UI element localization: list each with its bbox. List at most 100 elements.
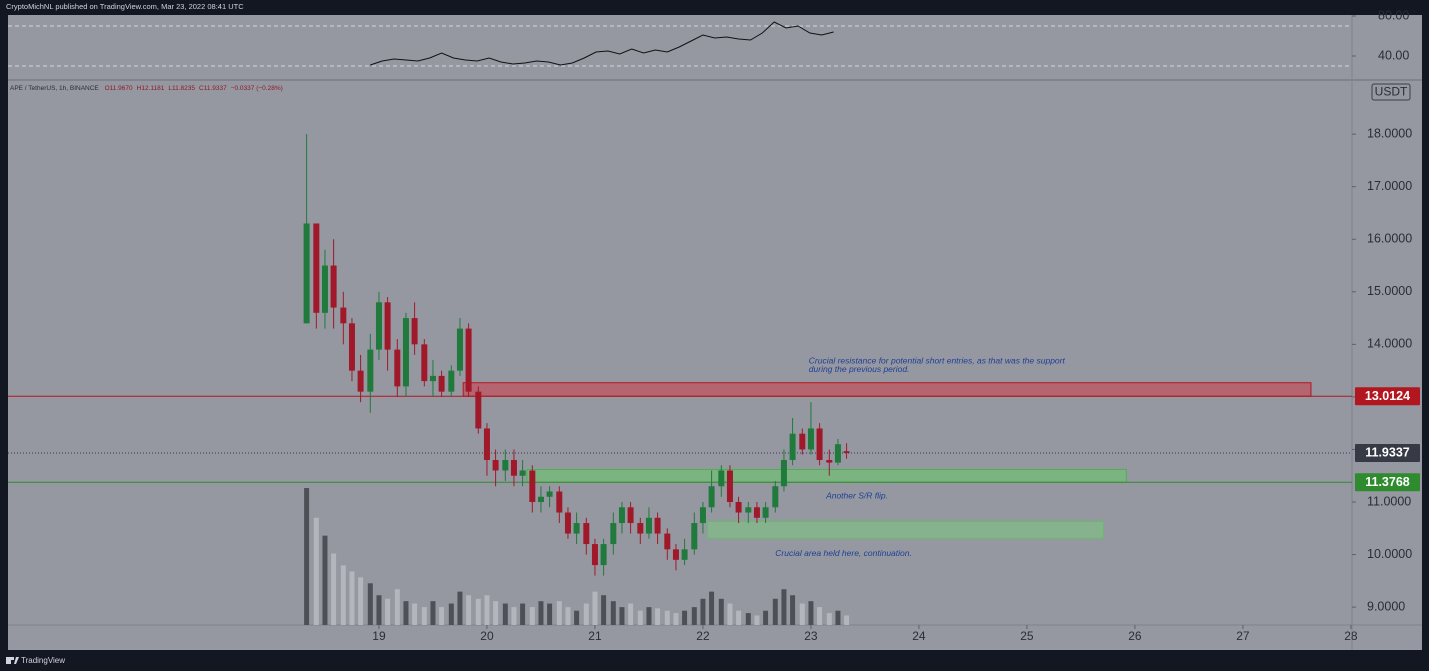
candle-body (502, 459, 509, 471)
volume-bar (835, 610, 841, 625)
annotation: Crucial resistance for potential short e… (809, 355, 1066, 365)
x-tick-label: 24 (912, 629, 926, 643)
candle-body (313, 223, 320, 313)
candle-body (429, 375, 436, 382)
candle-body (564, 512, 571, 534)
volume-bar (655, 608, 661, 625)
candle-body (438, 375, 445, 392)
legend: APE / TetherUS, 1h, BINANCE O11.9670 H12.… (10, 85, 283, 92)
volume-bar (646, 607, 652, 625)
volume-bar (394, 589, 400, 625)
footer-logo (6, 657, 19, 664)
candle-body (465, 328, 472, 392)
volume-bar (448, 603, 454, 625)
x-tick-label: 27 (1236, 629, 1250, 643)
volume-bar (520, 603, 526, 625)
volume-bar (538, 601, 544, 625)
x-tick-label: 21 (588, 629, 602, 643)
candle-body (583, 523, 590, 545)
x-tick-label: 19 (372, 629, 386, 643)
legend-value: L11.8235 (168, 85, 195, 92)
candle-body (735, 502, 742, 513)
candle-body (546, 491, 553, 497)
volume-bar (466, 595, 472, 625)
zone (706, 520, 1105, 539)
indicator-line (370, 21, 834, 66)
candle-body (573, 523, 580, 534)
volume-bar (673, 613, 679, 625)
candle-body (394, 349, 401, 387)
candle-body (483, 428, 490, 460)
price-label-box (1355, 473, 1420, 492)
candle-body (348, 323, 355, 371)
candle-body (672, 549, 679, 560)
volume-bar (619, 607, 625, 625)
volume-bar (754, 615, 760, 625)
candle-body (340, 307, 347, 324)
price-label: 11.3768 (1365, 475, 1410, 489)
currency-box (1371, 83, 1411, 101)
candle-body (510, 459, 517, 476)
annotation: during the previous period. (809, 364, 910, 374)
legend-symbol: APE / TetherUS, 1h, BINANCE (10, 85, 99, 92)
zone (526, 468, 1127, 483)
candle-body (772, 486, 779, 508)
y-tick-label: 11.0000 (1367, 494, 1411, 508)
volume-bar (484, 595, 490, 625)
volume-bar (331, 553, 337, 625)
candle-body (529, 470, 536, 503)
candle-body (834, 444, 841, 463)
volume-bar (583, 603, 589, 625)
footer-brand: TradingView (21, 656, 65, 665)
volume-bar (322, 535, 328, 625)
candle-body (718, 470, 725, 487)
y-tick-label: 16.0000 (1367, 232, 1412, 246)
candle-body (645, 517, 652, 534)
candle-body (402, 318, 409, 387)
volume-bar (763, 610, 769, 625)
legend-value: H12.1181 (137, 85, 165, 92)
volume-bar (826, 613, 832, 625)
candle-body (807, 428, 814, 450)
volume-bar (403, 601, 409, 625)
candle-body (448, 370, 455, 392)
volume-bar (718, 598, 724, 625)
volume-bar (313, 517, 319, 625)
zone (462, 382, 1312, 397)
volume-bar (772, 598, 778, 625)
candle-body (780, 459, 787, 487)
candle-body (600, 544, 607, 566)
volume-bar (601, 595, 607, 625)
candle-body (475, 391, 482, 429)
candle-body (357, 370, 364, 392)
volume-bar (421, 607, 427, 625)
volume-bar (745, 613, 751, 625)
x-tick-label: 28 (1344, 629, 1358, 643)
price-label: 11.9337 (1365, 446, 1410, 460)
candle-body (375, 302, 382, 350)
candle-body (699, 507, 706, 524)
candle-body (843, 451, 850, 453)
volume-bar (439, 607, 445, 625)
y-tick-label: 9.0000 (1367, 599, 1405, 613)
indicator-pane: 80.00 40.00 (8, 8, 1409, 67)
candle-body (384, 302, 391, 350)
candle-body (826, 459, 833, 463)
volume-bar (556, 601, 562, 625)
y-tick-label: 15.0000 (1367, 284, 1412, 298)
volume-bar (358, 577, 364, 625)
volume-bar (511, 607, 517, 625)
candle-body (691, 523, 698, 550)
candle-body (708, 486, 715, 508)
volume-bar (340, 565, 346, 625)
candle-body (556, 491, 563, 513)
candle-body (321, 265, 328, 313)
volume-bar (799, 603, 805, 625)
volume-bar (475, 598, 481, 625)
volume-bar (304, 488, 310, 625)
plot-background (8, 15, 1422, 650)
volume-bar (412, 603, 418, 625)
x-tick-label: 25 (1020, 629, 1034, 643)
candle-body (519, 470, 526, 476)
y-tick-label: 80.00 (1378, 8, 1409, 22)
